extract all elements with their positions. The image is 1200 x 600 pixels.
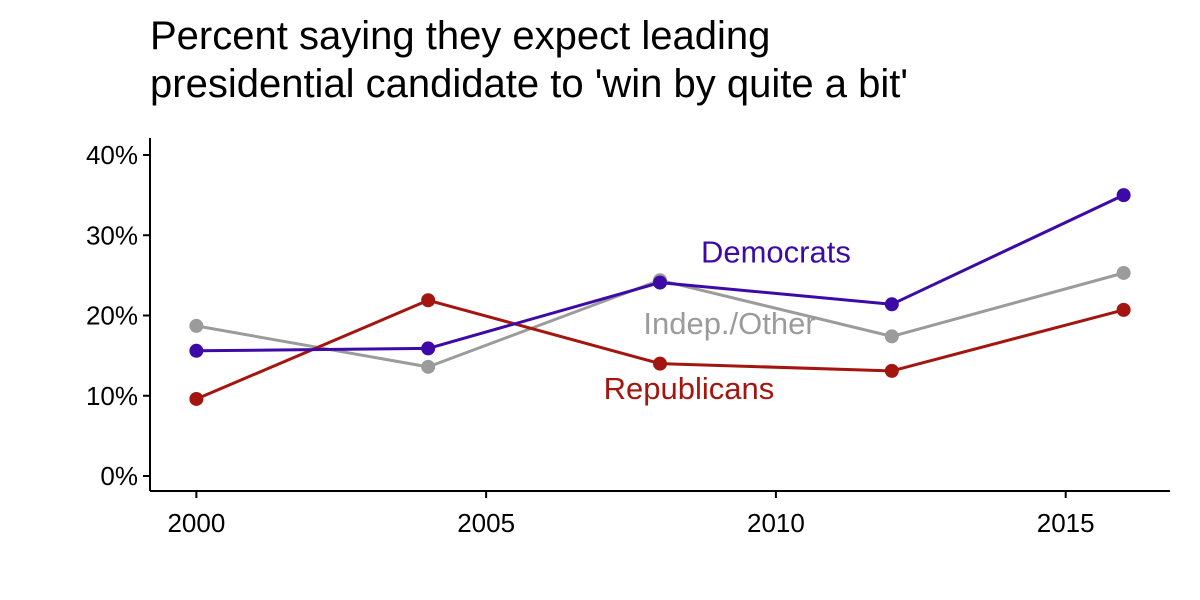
- y-tick-label: 30%: [86, 220, 138, 250]
- y-tick-label: 40%: [86, 140, 138, 170]
- data-point-indep: [884, 329, 899, 344]
- x-tick-label: 2015: [1037, 508, 1095, 538]
- data-point-indep: [1116, 265, 1131, 280]
- data-point-republicans: [653, 356, 667, 371]
- y-axis-ticks: 0% 10% 20% 30% 40%: [86, 140, 150, 491]
- series-points: [189, 188, 1131, 406]
- data-point-democrats: [884, 297, 899, 312]
- series-labels: Indep./Other Republicans Democrats: [604, 235, 851, 406]
- series-label-democrats: Democrats: [701, 235, 851, 270]
- y-tick-label: 10%: [86, 381, 138, 411]
- data-point-indep: [421, 359, 436, 374]
- chart-title-line-1: Percent saying they expect leading: [150, 14, 771, 58]
- y-tick-label: 20%: [86, 301, 138, 331]
- data-point-indep: [189, 318, 204, 333]
- data-point-democrats: [653, 275, 667, 290]
- x-tick-label: 2010: [747, 508, 805, 538]
- chart-title-line-2: presidential candidate to 'win by quite …: [150, 62, 908, 106]
- data-point-republicans: [421, 293, 436, 308]
- series-label-indep: Indep./Other: [643, 306, 815, 341]
- data-point-democrats: [189, 343, 204, 358]
- data-point-republicans: [884, 363, 899, 378]
- data-point-democrats: [421, 341, 436, 356]
- y-tick-label: 0%: [100, 461, 138, 491]
- x-axis-ticks: 2000 2005 2010 2015: [167, 491, 1095, 538]
- series-label-republicans: Republicans: [604, 371, 775, 406]
- data-point-democrats: [1116, 188, 1131, 203]
- chart-title: Percent saying they expect leading presi…: [150, 12, 908, 108]
- x-tick-label: 2005: [457, 508, 515, 538]
- data-point-republicans: [189, 391, 204, 406]
- x-tick-label: 2000: [167, 508, 225, 538]
- data-point-republicans: [1116, 302, 1131, 317]
